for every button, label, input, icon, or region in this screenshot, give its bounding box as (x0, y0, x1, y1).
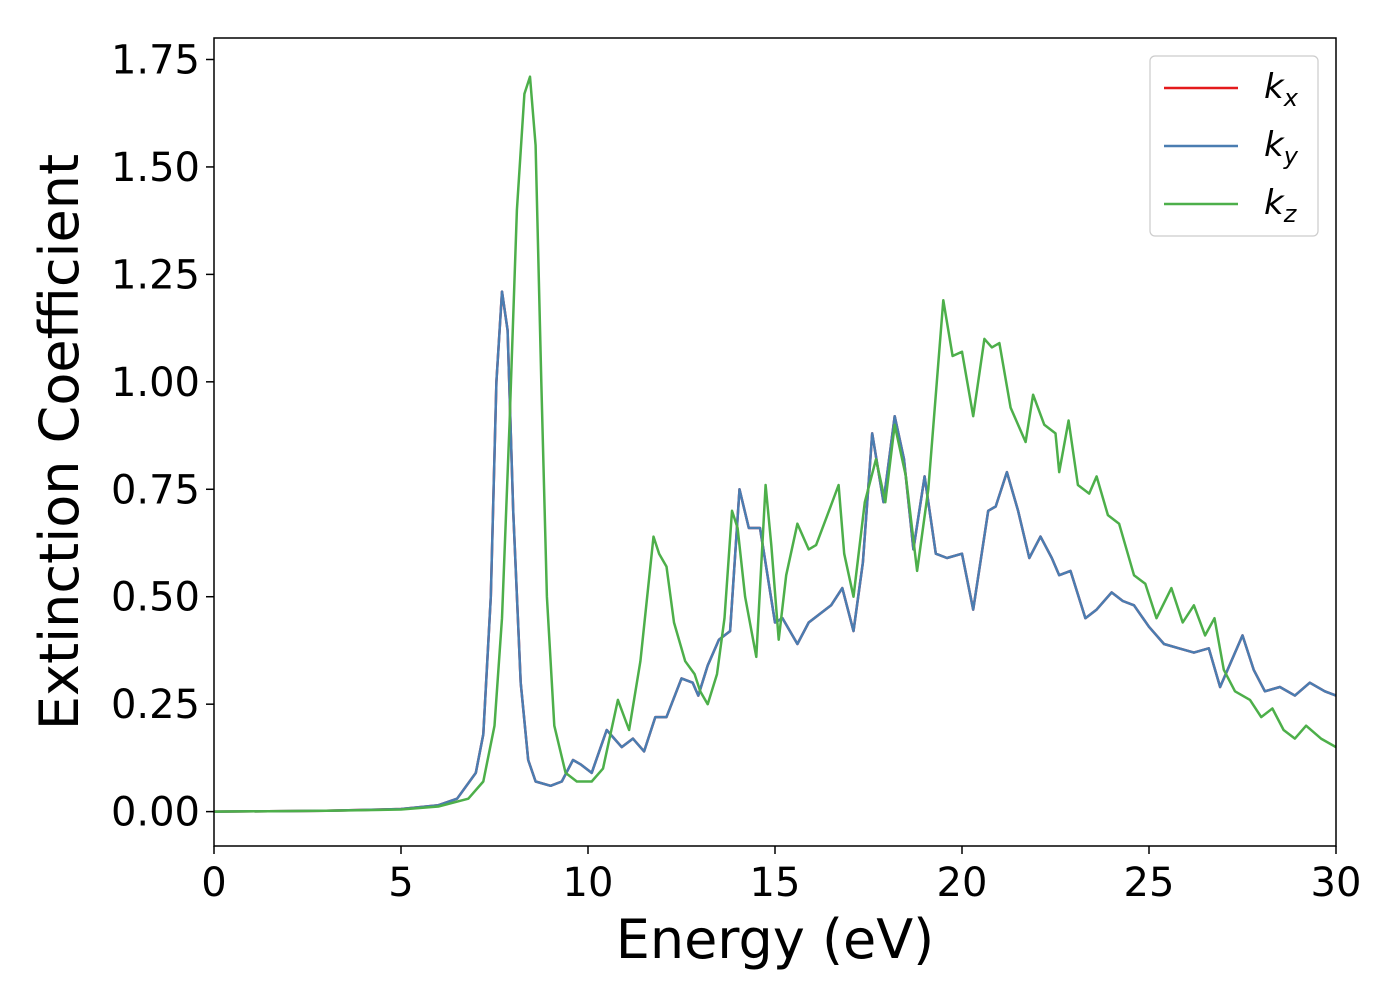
legend-label-subscript: y (1283, 142, 1299, 170)
legend-label-ky: ky (1264, 125, 1299, 170)
x-tick-label: 30 (1311, 860, 1362, 906)
y-axis-ticks: 0.00 0.25 0.50 0.75 1.00 1.25 1.50 1.75 (111, 37, 214, 836)
y-tick-label: 0.50 (111, 575, 200, 621)
x-tick-label: 15 (750, 860, 801, 906)
legend-label-kx: kx (1264, 67, 1299, 112)
y-tick-label: 0.25 (111, 682, 200, 728)
legend-label-base: k (1264, 67, 1285, 107)
y-tick-label: 1.25 (111, 252, 200, 298)
series-line-kx (213, 290, 1337, 813)
series-lines (213, 75, 1337, 813)
legend-label-subscript: z (1283, 200, 1298, 228)
legend-label-subscript: x (1283, 84, 1299, 112)
x-axis-title: Energy (eV) (616, 908, 935, 971)
x-tick-label: 0 (201, 860, 226, 906)
legend-label-kz: kz (1264, 183, 1298, 228)
y-tick-label: 0.75 (111, 467, 200, 513)
y-tick-label: 1.50 (111, 145, 200, 191)
series-line-kz (213, 75, 1337, 813)
y-tick-label: 1.75 (111, 37, 200, 83)
y-axis-title: Extinction Coefficient (28, 154, 91, 730)
x-tick-label: 20 (937, 860, 988, 906)
y-tick-label: 0.00 (111, 790, 200, 836)
legend-label-base: k (1264, 125, 1285, 165)
x-axis-ticks: 0 5 10 15 20 25 30 (201, 846, 1361, 906)
plot-frame (213, 37, 1337, 847)
y-tick-label: 1.00 (111, 360, 200, 406)
x-tick-label: 5 (388, 860, 413, 906)
x-tick-label: 25 (1124, 860, 1175, 906)
legend-label-base: k (1264, 183, 1285, 223)
series-line-ky (213, 290, 1337, 813)
x-tick-label: 10 (563, 860, 614, 906)
